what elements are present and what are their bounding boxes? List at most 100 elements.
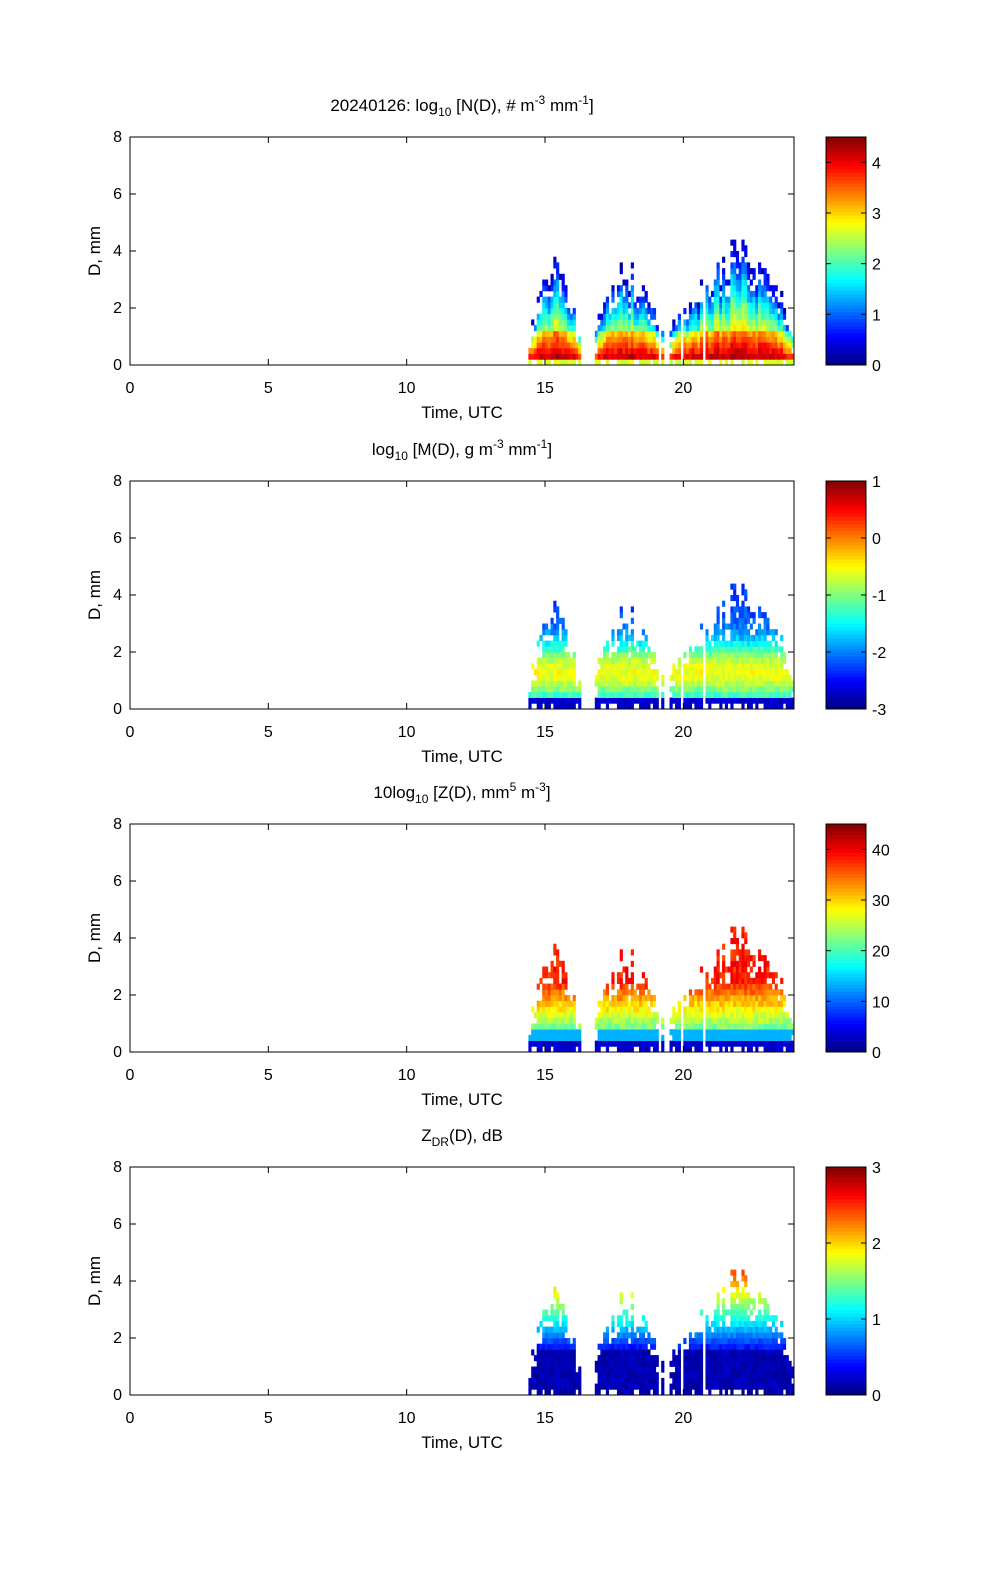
heatmap-cell — [760, 646, 764, 653]
heatmap-cell — [619, 697, 623, 704]
heatmap-cell — [713, 279, 717, 286]
heatmap-cell — [545, 1326, 549, 1333]
heatmap-cell — [782, 686, 787, 693]
heatmap-cell — [647, 680, 651, 687]
heatmap-cell — [558, 983, 562, 990]
colorbar-band — [826, 616, 866, 621]
heatmap-cell — [694, 669, 698, 676]
heatmap-cell — [533, 1012, 538, 1019]
colorbar-band — [826, 1041, 866, 1046]
heatmap-cell — [630, 262, 634, 269]
heatmap-cell — [639, 1355, 643, 1362]
heatmap-cell — [749, 325, 753, 332]
heatmap-cell — [597, 686, 601, 693]
heatmap-cell — [558, 960, 562, 967]
heatmap-cell — [746, 1320, 751, 1327]
heatmap-cell — [622, 1355, 626, 1362]
heatmap-cell — [641, 989, 645, 996]
heatmap-cell — [572, 325, 576, 332]
heatmap-cell — [758, 680, 762, 687]
heatmap-cell — [611, 325, 615, 332]
heatmap-cell — [744, 1023, 748, 1030]
heatmap-cell — [782, 1377, 787, 1384]
heatmap-cell — [633, 1006, 637, 1013]
heatmap-cell — [755, 1372, 759, 1379]
heatmap-cell — [616, 686, 621, 693]
heatmap-cell — [735, 669, 740, 676]
heatmap-cell — [542, 1309, 546, 1316]
heatmap-cell — [625, 623, 629, 630]
heatmap-cell — [758, 308, 762, 315]
colorbar-band — [826, 147, 866, 152]
heatmap-cell — [738, 697, 742, 704]
heatmap-cell — [738, 960, 742, 967]
heatmap-cell — [547, 640, 551, 647]
heatmap-cell — [564, 1372, 568, 1379]
heatmap-cell — [564, 983, 568, 990]
x-tick-label: 10 — [398, 724, 416, 741]
heatmap-cell — [724, 657, 728, 664]
heatmap-cell — [760, 674, 764, 681]
heatmap-cell — [763, 657, 767, 664]
heatmap-cell — [539, 1029, 543, 1036]
colorbar-band — [826, 1373, 866, 1378]
heatmap-cell — [683, 995, 687, 1002]
heatmap-cell — [716, 1377, 720, 1384]
heatmap-cell — [647, 697, 651, 704]
heatmap-cell — [749, 336, 753, 343]
heatmap-cell — [733, 1281, 737, 1288]
heatmap-cell — [708, 1012, 712, 1019]
heatmap-cell — [760, 612, 764, 619]
heatmap-cell — [547, 1326, 551, 1333]
heatmap-cell — [771, 1000, 776, 1007]
colorbar-band — [826, 962, 866, 967]
heatmap-cell — [647, 353, 651, 360]
heatmap-cell — [733, 1309, 737, 1316]
heatmap-cell — [724, 313, 728, 320]
heatmap-cell — [697, 319, 701, 326]
heatmap-cell — [661, 674, 665, 681]
colorbar-band — [826, 863, 866, 868]
heatmap-cell — [691, 1000, 695, 1007]
heatmap-cell — [542, 342, 546, 349]
heatmap-cell — [774, 691, 778, 698]
heatmap-cell — [625, 674, 629, 681]
heatmap-cell — [688, 646, 693, 653]
heatmap-cell — [614, 1366, 618, 1373]
heatmap-cell — [746, 960, 751, 967]
heatmap-cell — [616, 1046, 621, 1053]
heatmap-cell — [647, 359, 651, 366]
heatmap-cell — [636, 1034, 640, 1041]
heatmap-cell — [780, 977, 784, 984]
colorbar-band — [826, 1019, 866, 1024]
heatmap-cell — [727, 1034, 731, 1041]
heatmap-cell — [741, 1012, 745, 1019]
heatmap-cell — [755, 325, 759, 332]
heatmap-cell — [542, 623, 546, 630]
heatmap-cell — [733, 1303, 737, 1310]
heatmap-cell — [686, 336, 690, 343]
heatmap-cell — [616, 1366, 621, 1373]
heatmap-cell — [771, 1029, 776, 1036]
heatmap-cell — [713, 313, 717, 320]
heatmap-cell — [766, 325, 770, 332]
heatmap-cell — [569, 1046, 574, 1053]
heatmap-cell — [616, 634, 621, 641]
heatmap-cell — [766, 319, 770, 326]
heatmap-cell — [639, 1366, 643, 1373]
heatmap-cell — [644, 652, 648, 659]
heatmap-cell — [777, 1332, 781, 1339]
heatmap-cell — [569, 663, 574, 670]
x-axis-label: Time, UTC — [421, 1090, 503, 1109]
colorbar-band — [826, 1338, 866, 1343]
heatmap-cell — [697, 1006, 701, 1013]
heatmap-cell — [697, 1029, 701, 1036]
heatmap-cell — [639, 669, 643, 676]
heatmap-cell — [639, 1029, 643, 1036]
heatmap-cell — [561, 623, 565, 630]
heatmap-cell — [547, 330, 551, 337]
heatmap-cell — [719, 325, 723, 332]
heatmap-cell — [672, 347, 676, 354]
heatmap-cell — [655, 1377, 659, 1384]
heatmap-cell — [688, 652, 693, 659]
